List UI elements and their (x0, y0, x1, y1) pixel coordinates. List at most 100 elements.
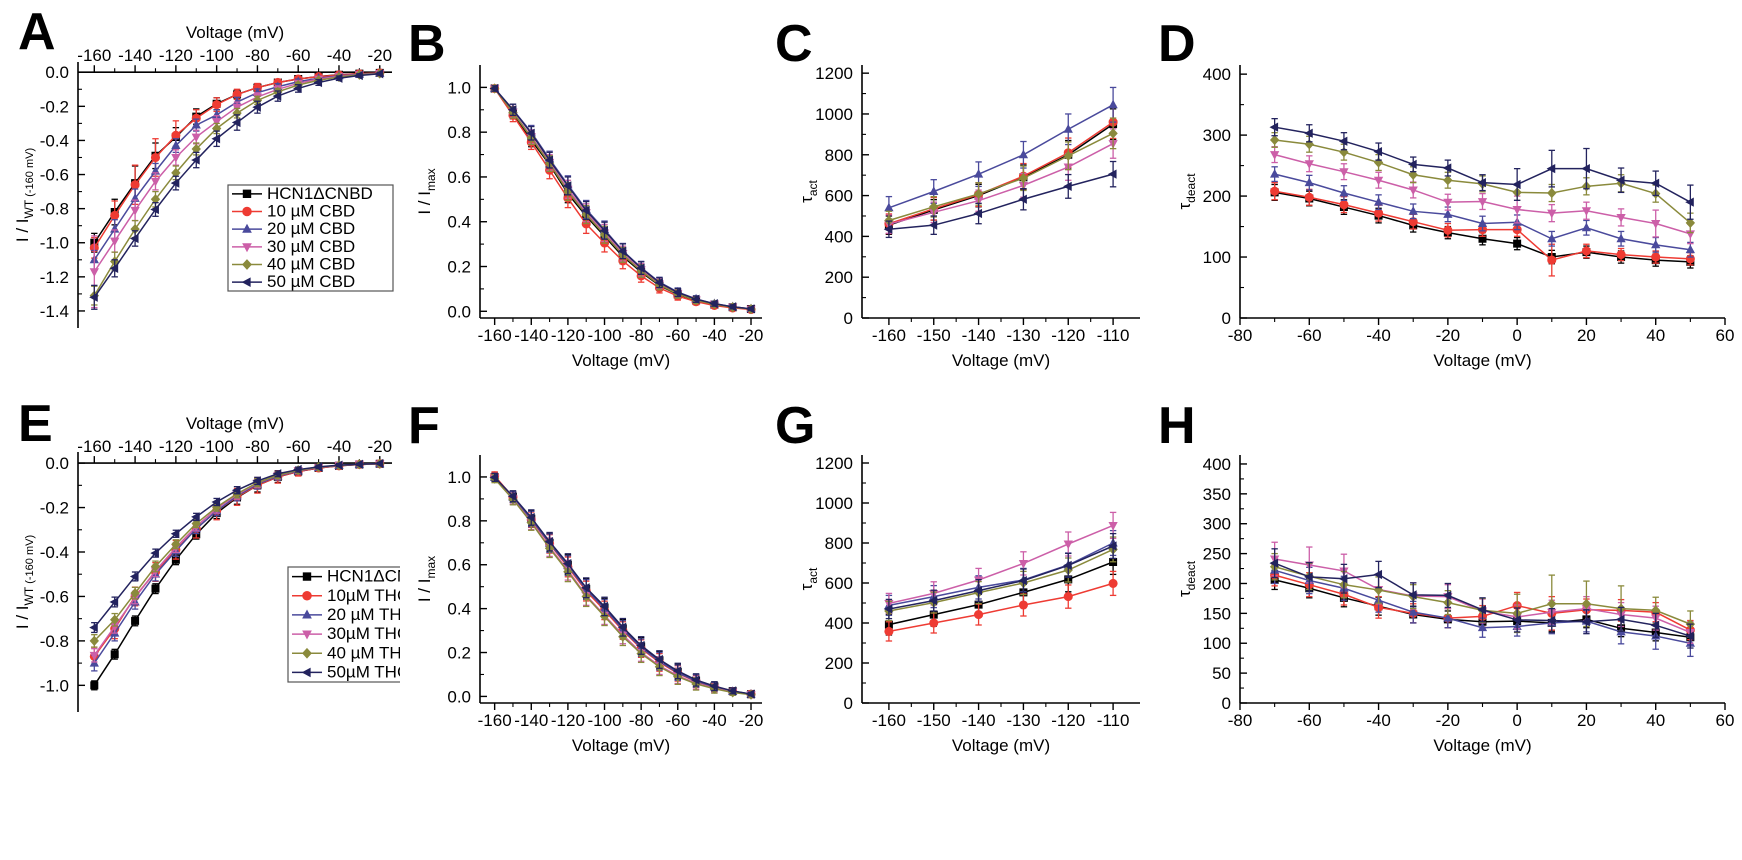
data-marker (130, 206, 140, 216)
data-marker (1339, 168, 1349, 177)
x-tick-label: -160 (478, 326, 512, 345)
data-marker (150, 561, 161, 572)
legend-item[interactable]: 20 µM CBD (232, 219, 355, 238)
data-marker (974, 610, 984, 620)
panel-letter-c: C (775, 15, 813, 73)
x-axis-title: Voltage (mV) (1433, 736, 1531, 755)
svg-text:τdeact: τdeact (1175, 560, 1198, 597)
y-axis-title: I / IWT (-160 mV) (13, 535, 36, 629)
data-marker (1304, 192, 1314, 202)
legend-label: 40 µM THC (327, 643, 400, 662)
data-marker (617, 246, 627, 256)
chart-a: 0.0-0.2-0.4-0.6-0.8-1.0-1.2-1.4-160 -140-… (13, 23, 394, 328)
y-tick-label: -0.8 (40, 200, 69, 219)
chart-h: 0 50 100 150 200 250 300 350 400 -80 -60 -40 -20 0 20 4… (1175, 455, 1734, 755)
series-line (888, 173, 1114, 230)
y-tick-label: 0.4 (447, 600, 471, 619)
y-ticks: 0 100 200 300 400 (1203, 65, 1247, 328)
svg-text:τact: τact (797, 567, 820, 590)
data-marker (1511, 615, 1521, 625)
y-tick-label: 400 (1203, 65, 1231, 84)
x-tick-label: -80 (1228, 711, 1253, 730)
x-ticks: -80 -60 -40 -20 0 20 40 60 (1228, 318, 1734, 345)
data-marker (231, 485, 241, 495)
legend-item[interactable]: 50 µM CBD (232, 272, 355, 291)
x-tick-label: -40 (1366, 326, 1391, 345)
y-tick-label: 150 (1203, 604, 1231, 623)
y-tick-label: 0.8 (447, 512, 471, 531)
data-marker (211, 134, 221, 144)
legend-item[interactable]: 50µM THC (292, 662, 400, 681)
y-tick-label: -1.4 (40, 302, 69, 321)
legend-item[interactable]: 40 µM CBD (232, 255, 355, 274)
legend-label: 30 µM CBD (267, 237, 355, 256)
legend-item[interactable]: 30 µM CBD (232, 237, 355, 256)
x-tick-label: -160 (77, 46, 111, 65)
panel-letter-b: B (408, 15, 446, 73)
y-tick-label: 250 (1203, 545, 1231, 564)
data-marker (1442, 163, 1452, 173)
x-tick-label: -100 (200, 46, 234, 65)
data-marker (581, 205, 590, 216)
y-tick-label: 0.0 (447, 687, 471, 706)
x-tick-label: -130 (1006, 711, 1040, 730)
axes (861, 65, 1140, 319)
data-marker (212, 118, 222, 127)
data-marker (151, 584, 160, 593)
x-ticks: -160 -140 -120 -100 -80 -60 -40 -20 (478, 318, 763, 345)
legend-item[interactable]: 20 µM THC (292, 605, 400, 624)
y-tick-label: 1000 (815, 105, 853, 124)
series-group (1269, 541, 1696, 658)
data-marker (1477, 198, 1488, 207)
data-marker (302, 590, 312, 601)
svg-text:I / IWT (-160 mV): I / IWT (-160 mV) (13, 148, 36, 242)
data-marker (1442, 590, 1452, 601)
legend-item[interactable]: 10µM THC (292, 586, 400, 605)
legend-label: 10µM THC (327, 586, 400, 605)
chart-d: 0 100 200 300 400 -80 -60 -40 -20 0 20 40 60 Voltage … (1175, 65, 1734, 370)
legend-item[interactable]: 30µM THC (292, 624, 400, 643)
data-marker (1685, 244, 1695, 254)
x-tick-label: -40 (702, 326, 727, 345)
legend-item[interactable]: HCN1ΔCNBD (292, 567, 400, 586)
series-5 (489, 473, 756, 700)
y-tick-label: -1.0 (40, 676, 69, 695)
series-line (888, 548, 1114, 612)
data-marker (709, 681, 718, 691)
x-axis-title: Voltage (mV) (186, 414, 284, 433)
y-tick-label: 100 (1203, 248, 1231, 267)
y-tick-label: 0.6 (447, 556, 471, 575)
data-marker (973, 168, 984, 178)
y-tick-label: 0.2 (447, 644, 471, 663)
data-marker (973, 585, 983, 596)
data-marker (1581, 164, 1590, 174)
legend-item[interactable]: 10 µM CBD (232, 202, 355, 221)
legend-label: 30µM THC (327, 624, 400, 643)
data-marker (1063, 181, 1072, 192)
y-tick-label: 300 (1203, 515, 1231, 534)
data-marker (1018, 194, 1027, 204)
data-marker (1443, 612, 1453, 622)
legend-item[interactable]: HCN1ΔCNBD (232, 184, 373, 203)
x-axis-title: Voltage (mV) (1433, 351, 1531, 370)
data-marker (1547, 233, 1557, 243)
series-2 (490, 83, 756, 315)
y-tick-label: -0.8 (40, 632, 69, 651)
legend-item[interactable]: 40 µM THC (292, 643, 400, 662)
y-tick-label: 0.0 (45, 63, 69, 82)
data-marker (170, 178, 180, 188)
data-marker (1477, 622, 1488, 632)
x-tick-label: -110 (1097, 326, 1130, 345)
y-tick-label: 0 (1222, 309, 1231, 328)
y-tick-label: 0.8 (447, 123, 471, 142)
x-tick-label: -110 (1097, 711, 1130, 730)
data-marker (562, 181, 572, 191)
panel-letter-g: G (775, 397, 816, 455)
data-marker (672, 666, 682, 676)
y-tick-label: -0.2 (40, 97, 69, 116)
data-marker (489, 472, 499, 483)
data-marker (1304, 128, 1313, 138)
data-marker (1339, 187, 1349, 197)
data-marker (242, 206, 252, 217)
y-tick-label: 100 (1203, 634, 1231, 653)
